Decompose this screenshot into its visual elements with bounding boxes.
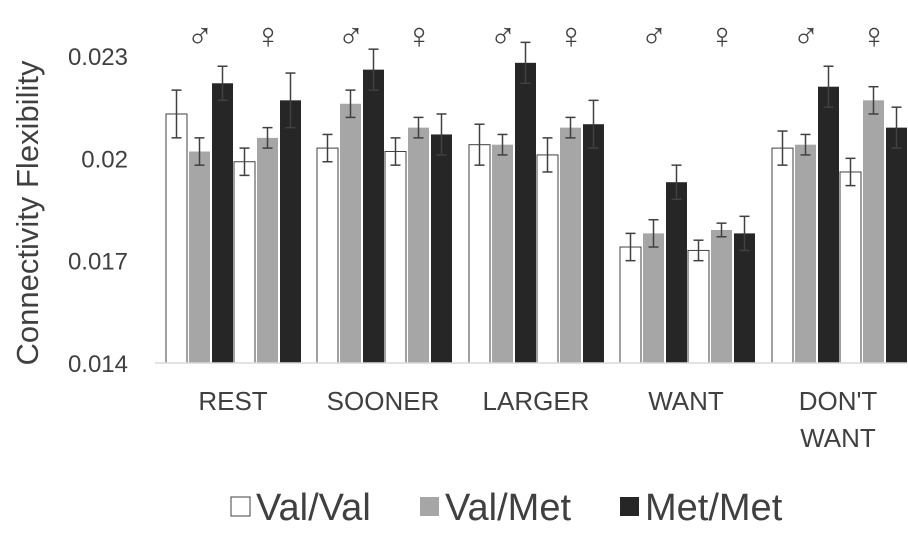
bar [795,144,816,363]
legend: Val/Val Val/Met Met/Met [230,487,783,529]
legend-label: Val/Val [256,487,371,529]
x-category-label: DON'T [799,386,878,416]
bar [165,113,188,364]
bar [280,100,301,363]
bar [212,83,233,364]
bar [492,144,513,363]
bar [189,151,210,363]
x-category-label: REST [198,386,267,416]
bar [408,127,429,363]
male-symbol: ♂ [793,15,820,56]
female-symbol: ♀ [558,15,585,56]
female-symbol: ♀ [406,15,433,56]
bar [431,134,452,363]
bar [233,161,256,364]
female-symbol: ♀ [255,15,282,56]
x-category-label: SOONER [327,386,440,416]
bar [384,151,407,364]
bar [711,229,732,363]
bar [536,154,559,364]
x-category-label: WANT [648,386,724,416]
bar [863,100,884,363]
male-symbol: ♂ [338,15,365,56]
bar [583,124,604,363]
bar [818,86,839,363]
y-tick-label: 0.023 [68,44,128,71]
x-category-labels: REST SOONER LARGER WANT DON'T WANT [198,386,877,453]
male-symbol: ♂ [187,15,214,56]
bar [515,62,536,363]
bar [468,144,491,364]
y-tick-label: 0.02 [81,146,128,173]
bar [839,171,862,364]
bar [734,233,755,363]
female-symbol: ♀ [709,15,736,56]
bar [316,147,339,364]
bar [687,249,710,364]
x-category-label: LARGER [483,386,590,416]
bar [560,127,581,363]
legend-swatch [420,497,439,516]
bar [619,246,642,364]
female-symbol: ♀ [861,15,888,56]
y-axis-title: Connectivity Flexibility [10,60,45,365]
bar [257,137,278,363]
bar [340,103,361,363]
x-category-label: WANT [800,423,876,453]
legend-swatch [620,497,639,516]
y-tick-labels: 0.014 0.017 0.02 0.023 [68,44,128,378]
bar [643,233,664,363]
bar [666,182,687,363]
bar [771,147,794,364]
bar [363,69,384,364]
male-symbol: ♂ [641,15,668,56]
male-symbol: ♂ [490,15,517,56]
legend-label: Val/Met [445,487,571,529]
bar [886,127,907,363]
sex-symbol-labels: ♂ ♀ ♂ ♀ ♂ ♀ ♂ ♀ ♂ ♀ [187,15,888,56]
bars-layer [165,41,907,364]
y-tick-label: 0.017 [68,249,128,276]
y-tick-label: 0.014 [68,351,128,378]
legend-label: Met/Met [645,487,783,529]
legend-swatch [230,496,251,517]
